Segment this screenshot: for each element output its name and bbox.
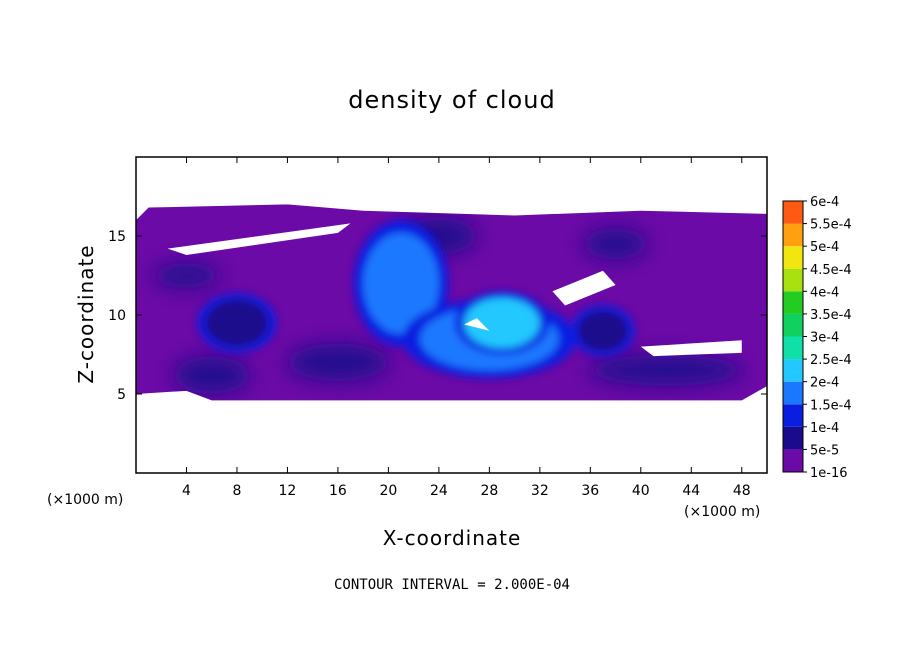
colorbar: 1e-16 5e-5 1e-4 1.5e-4 2e-4 2.5e-4 3e-4 3.5e-4 4… — [782, 195, 852, 481]
density-field — [136, 157, 767, 473]
x-unit-label-right: (×1000 m) — [684, 504, 761, 520]
colorbar-swatch — [783, 291, 803, 314]
colorbar-swatch — [783, 246, 803, 269]
y-axis-ticks: 5 10 15 — [108, 229, 767, 403]
colorbar-swatch — [783, 381, 803, 405]
colorbar-label: 1e-4 — [810, 421, 839, 436]
core-blob — [205, 299, 269, 347]
colorbar-swatch — [783, 359, 803, 382]
y-tick-label: 10 — [108, 308, 126, 324]
colorbar-label: 6e-4 — [810, 195, 839, 210]
x-axis-label: X-coordinate — [382, 526, 522, 550]
colorbar-swatch — [783, 426, 803, 450]
colorbar-label: 1.5e-4 — [810, 398, 852, 413]
x-tick-label: 32 — [531, 483, 549, 499]
colorbar-swatch — [783, 268, 803, 292]
y-tick-label: 5 — [117, 387, 126, 403]
colorbar-label: 4.5e-4 — [810, 263, 852, 278]
colorbar-swatch — [783, 336, 803, 360]
x-tick-label: 8 — [232, 483, 241, 499]
x-tick-label: 12 — [279, 483, 297, 499]
core-blob — [363, 232, 439, 334]
colorbar-label: 2e-4 — [810, 376, 839, 391]
x-tick-label: 28 — [480, 483, 498, 499]
x-tick-label: 40 — [632, 483, 650, 499]
colorbar-label: 1e-16 — [810, 466, 848, 481]
x-tick-label: 24 — [430, 483, 448, 499]
colorbar-label: 5.5e-4 — [810, 218, 852, 233]
y-axis-label: Z-coordinate — [74, 244, 98, 384]
colorbar-swatch — [783, 313, 803, 337]
colorbar-label: 2.5e-4 — [810, 353, 852, 368]
x-tick-label: 4 — [182, 483, 191, 499]
core-blob — [577, 310, 629, 352]
x-unit-label-left: (×1000 m) — [47, 492, 124, 508]
x-tick-label: 20 — [379, 483, 397, 499]
colorbar-label: 3e-4 — [810, 331, 839, 346]
colorbar-swatch — [783, 223, 803, 247]
y-tick-label: 15 — [108, 229, 126, 245]
x-axis-ticks: 4 8 12 16 20 24 28 32 36 40 44 48 — [182, 157, 751, 499]
colorbar-swatch — [783, 449, 803, 472]
contour-interval-note: CONTOUR INTERVAL = 2.000E-04 — [333, 577, 570, 593]
colorbar-label: 5e-4 — [810, 240, 839, 255]
core-blob — [464, 297, 540, 349]
x-tick-label: 44 — [682, 483, 700, 499]
colorbar-label: 4e-4 — [810, 285, 839, 300]
clear-air-gaps — [136, 157, 767, 473]
colorbar-label: 3.5e-4 — [810, 308, 852, 323]
x-tick-label: 48 — [733, 483, 751, 499]
colorbar-swatch — [783, 201, 803, 224]
chart-title: density of cloud — [348, 86, 556, 114]
x-tick-label: 16 — [329, 483, 347, 499]
colorbar-swatch — [783, 404, 803, 427]
x-tick-label: 36 — [581, 483, 599, 499]
core-blobs — [197, 220, 635, 379]
colorbar-label: 5e-5 — [810, 443, 839, 458]
